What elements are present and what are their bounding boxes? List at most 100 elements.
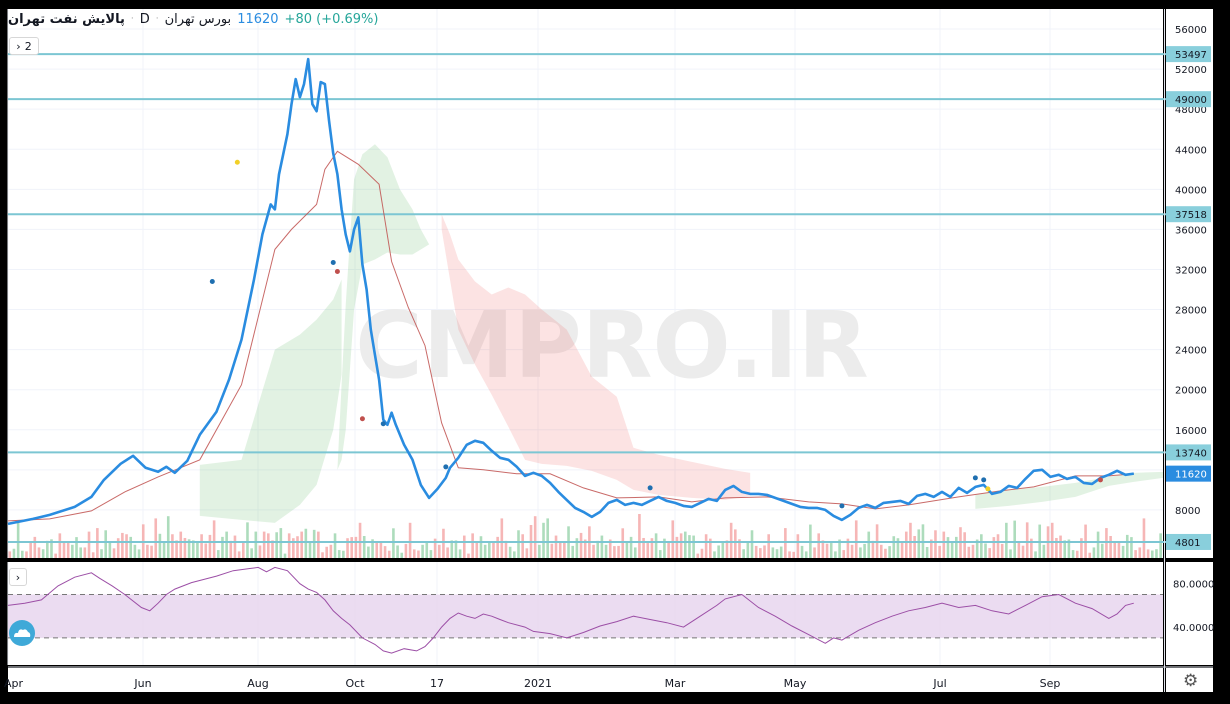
- volume-bar: [375, 542, 379, 558]
- volume-bar: [1080, 538, 1083, 558]
- volume-bar: [229, 540, 233, 558]
- volume-bar: [638, 514, 641, 558]
- volume-bar: [1105, 528, 1108, 558]
- volume-bar: [200, 534, 203, 558]
- volume-bar: [258, 545, 262, 558]
- symbol-name: پالایش نفت تهران: [8, 11, 125, 27]
- price-tick-label: 56000: [1175, 25, 1207, 36]
- volume-bar: [546, 518, 549, 558]
- volume-bar: [325, 546, 328, 558]
- volume-bar: [1050, 522, 1054, 558]
- volume-bar: [317, 531, 320, 558]
- volume-bar: [175, 540, 178, 558]
- ichimoku-cloud-bearish: [441, 214, 751, 500]
- volume-bar: [242, 542, 245, 558]
- volume-bar: [925, 547, 929, 558]
- volume-bar: [54, 553, 57, 558]
- volume-bar: [262, 531, 266, 558]
- volume-bar: [116, 538, 120, 558]
- volume-bar: [329, 544, 333, 558]
- volume-bar: [308, 542, 312, 558]
- level-label: 49000: [1175, 95, 1207, 106]
- exchange-name: بورس تهران: [164, 11, 232, 27]
- volume-bar: [412, 549, 416, 558]
- volume-bar: [462, 535, 466, 558]
- volume-bar: [467, 553, 470, 558]
- volume-bar: [621, 528, 625, 558]
- volume-bar: [1159, 533, 1162, 558]
- rsi-toggle-button[interactable]: ›: [9, 568, 27, 586]
- volume-bar: [1055, 537, 1058, 558]
- volume-bar: [729, 522, 733, 558]
- volume-bar: [321, 552, 324, 558]
- volume-bar: [713, 551, 716, 558]
- volume-bar: [683, 531, 687, 558]
- volume-bar: [196, 542, 199, 558]
- signal-marker: [330, 259, 336, 265]
- volume-bar: [1100, 543, 1104, 558]
- volume-bar: [517, 530, 520, 558]
- price-tick-label: 24000: [1175, 346, 1207, 357]
- time-axis: [8, 668, 1163, 692]
- volume-bar: [358, 522, 362, 558]
- volume-bar: [37, 547, 41, 558]
- volume-bar: [563, 542, 566, 558]
- volume-bar: [396, 545, 399, 558]
- volume-bar: [834, 551, 837, 558]
- level-label-bg: [1166, 533, 1211, 550]
- volume-bar: [779, 546, 783, 558]
- price-tick-label: 36000: [1175, 225, 1207, 236]
- volume-bar: [934, 530, 937, 558]
- volume-bar: [250, 548, 253, 558]
- volume-bar: [79, 547, 82, 558]
- volume-bar: [1146, 549, 1150, 558]
- volume-bar: [442, 528, 445, 558]
- volume-bar: [888, 546, 891, 558]
- interval-label[interactable]: D: [139, 11, 150, 27]
- volume-bar: [521, 534, 524, 558]
- volume-bar: [204, 543, 208, 558]
- tradingview-cloud-icon[interactable]: [9, 620, 35, 646]
- volume-bar: [938, 545, 941, 558]
- volume-bar: [654, 533, 658, 558]
- signal-marker: [981, 477, 987, 483]
- volume-bar: [112, 548, 116, 558]
- gear-icon[interactable]: ⚙: [1183, 671, 1199, 691]
- time-tick-label: 17: [430, 677, 444, 690]
- volume-bar: [1042, 544, 1046, 558]
- indicators-collapse-button[interactable]: › 2: [9, 37, 39, 55]
- ichimoku-cloud-bullish: [337, 144, 430, 470]
- volume-bar: [225, 531, 228, 558]
- volume-bar: [1059, 535, 1062, 558]
- volume-bar: [759, 548, 762, 558]
- volume-bar: [946, 537, 950, 558]
- volume-bar: [237, 551, 241, 558]
- volume-bar: [50, 539, 53, 558]
- volume-bar: [33, 536, 37, 558]
- volume-bar: [963, 532, 966, 558]
- signal-marker: [443, 464, 449, 470]
- volume-bar: [913, 536, 916, 558]
- volume-bar: [383, 546, 387, 558]
- volume-bar: [504, 540, 508, 558]
- ichimoku-cloud-bullish-trail: [199, 279, 342, 523]
- volume-bar: [62, 542, 66, 558]
- volume-bar: [400, 552, 404, 558]
- volume-bar: [575, 538, 579, 558]
- volume-bar: [667, 541, 670, 558]
- volume-bar: [825, 543, 829, 558]
- volume-bar: [992, 537, 996, 558]
- volume-bar: [1155, 549, 1158, 558]
- volume-bar: [513, 551, 516, 558]
- rsi-tick-label: 40.0000: [1173, 623, 1214, 634]
- volume-bar: [166, 516, 170, 558]
- volume-bar: [41, 549, 45, 558]
- volume-bar: [725, 540, 729, 558]
- time-tick-label: Jul: [932, 677, 946, 690]
- volume-bar: [909, 522, 912, 558]
- volume-bar: [379, 542, 383, 558]
- price-tick-label: 8000: [1175, 506, 1200, 517]
- volume-bar: [709, 538, 712, 558]
